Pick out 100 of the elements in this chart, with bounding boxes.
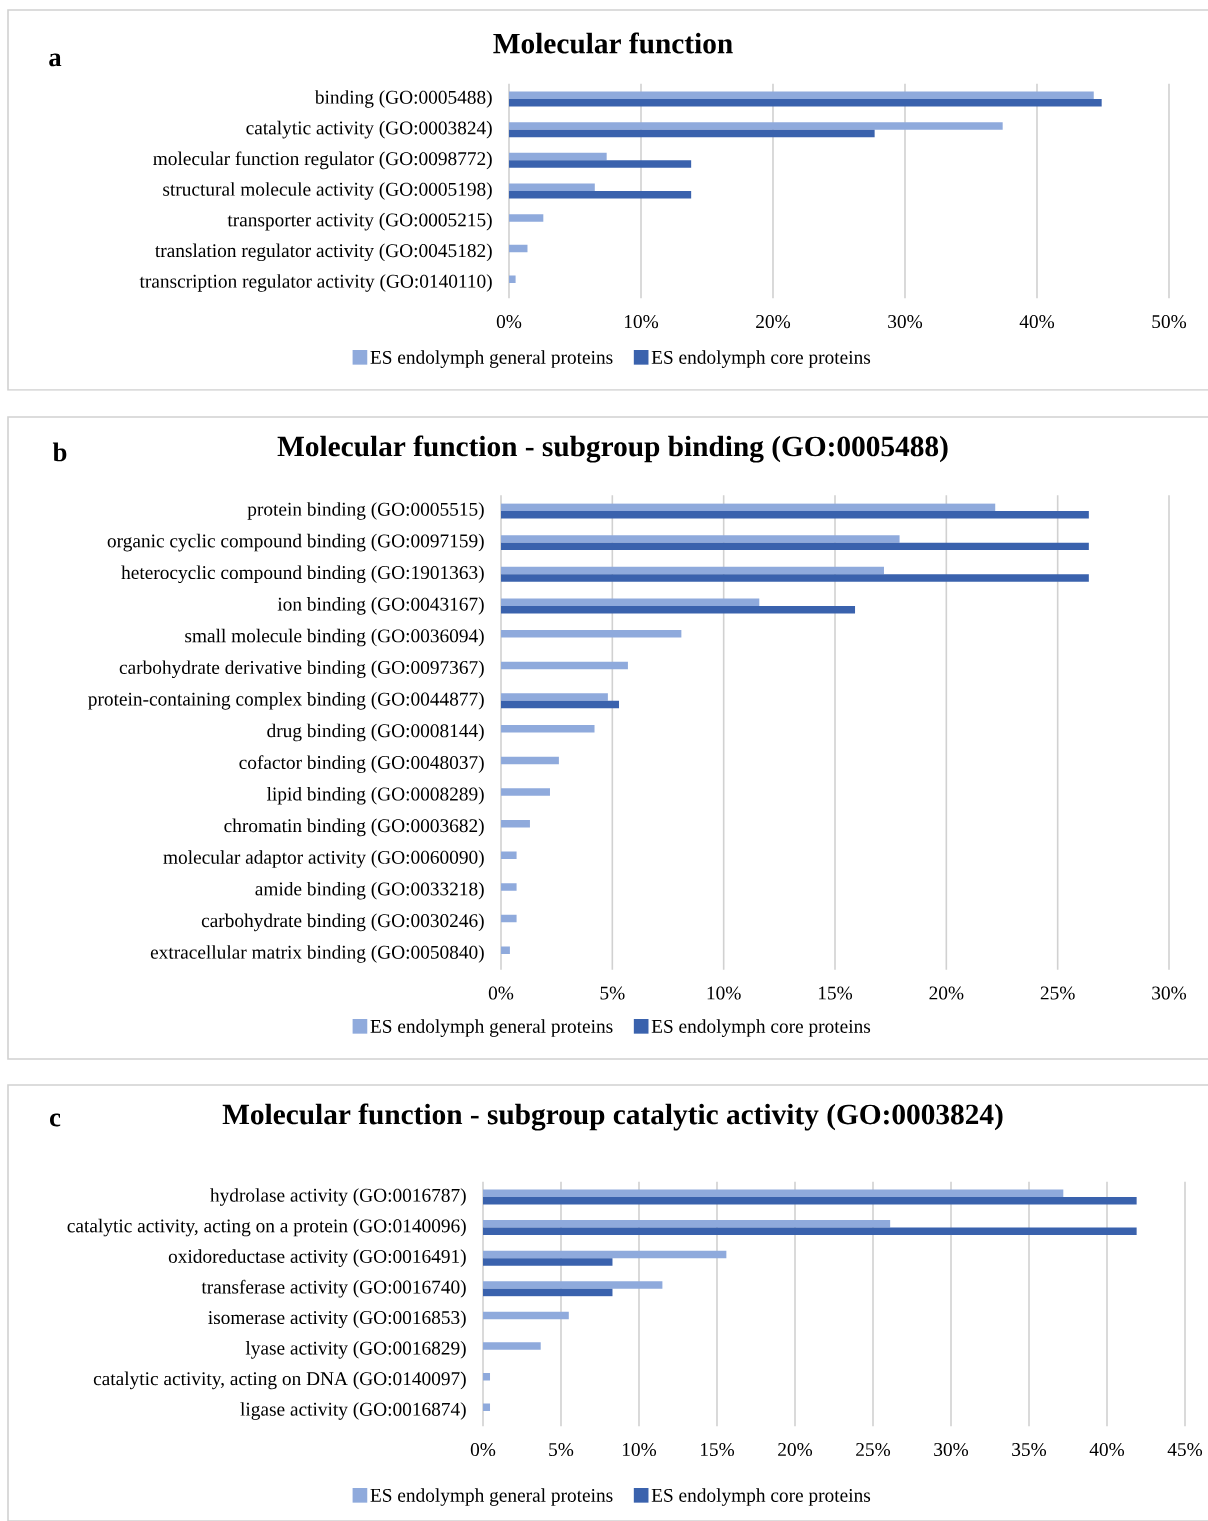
bar [483, 1227, 1137, 1236]
bar [501, 724, 595, 733]
bar [483, 1197, 1137, 1205]
y-tick-label: molecular function regulator (GO:0098772) [153, 151, 492, 170]
y-tick-label: catalytic activity, acting on DNA (GO:0140097) [93, 1371, 466, 1390]
bar [501, 946, 510, 954]
bar [483, 1189, 1064, 1197]
legend-label: ES endolymph core proteins [651, 350, 871, 368]
bar [483, 1311, 569, 1320]
bar [501, 630, 682, 638]
y-tick-label: ion binding (GO:0043167) [277, 597, 484, 615]
bar [501, 503, 996, 511]
text: a [49, 53, 62, 67]
y-tick-label: structural molecule activity (GO:0005198) [163, 182, 492, 200]
y-tick-label: carbohydrate derivative binding (GO:0097367) [119, 660, 484, 678]
bar [483, 1288, 613, 1297]
x-tick-label: 50% [1152, 315, 1187, 329]
x-tick-label: 15% [700, 1442, 735, 1457]
y-tick-label: extracellular matrix binding (GO:0050840) [150, 945, 484, 963]
bar [501, 542, 1089, 551]
y-tick-label: carbohydrate binding (GO:0030246) [201, 913, 484, 932]
x-tick-label: 5% [600, 986, 625, 1000]
bar [483, 1342, 541, 1350]
x-tick-label: 5% [549, 1442, 574, 1457]
legend-label: ES endolymph general proteins [370, 1019, 613, 1037]
y-tick-label: drug binding (GO:0008144) [267, 723, 484, 742]
y-tick-label: protein-containing complex binding (GO:0044877) [88, 692, 484, 710]
bar [483, 1258, 613, 1266]
legend-label: ES endolymph general proteins [370, 1488, 613, 1506]
y-tick-label: protein binding (GO:0005515) [247, 502, 484, 520]
x-tick-label: 40% [1019, 315, 1055, 329]
y-tick-label: catalytic activity, acting on a protein (GO:0140096) [67, 1218, 466, 1237]
x-tick-label: 30% [1152, 986, 1187, 1000]
bar [501, 693, 608, 701]
bar [501, 535, 900, 543]
y-tick-label: molecular adaptor activity (GO:0060090) [163, 850, 484, 868]
x-tick-label: 30% [934, 1442, 969, 1457]
bar [509, 129, 875, 138]
bar [483, 1372, 491, 1381]
x-tick-label: 30% [888, 315, 923, 329]
y-tick-label: lyase activity (GO:0016829) [245, 1341, 466, 1359]
chart-title: Molecular function - subgroup catalytic activity (GO:0003824) [222, 1103, 1003, 1131]
bar [501, 851, 517, 860]
bar [501, 756, 559, 765]
y-tick-label: chromatin binding (GO:0003682) [224, 818, 484, 837]
y-tick-label: transferase activity (GO:0016740) [201, 1279, 466, 1298]
bar [509, 160, 692, 168]
bar [501, 566, 884, 575]
x-tick-label: 0% [496, 315, 522, 329]
x-tick-label: 20% [756, 315, 791, 329]
chart-title: Molecular function - subgroup binding (GO:0005488) [277, 435, 948, 463]
text: c [50, 1113, 61, 1127]
legend-label: ES endolymph core proteins [651, 1488, 871, 1506]
bar [501, 510, 1089, 519]
bar [501, 605, 856, 614]
x-tick-label: 0% [488, 986, 514, 1000]
y-tick-label: ligase activity (GO:0016874) [240, 1402, 466, 1420]
y-tick-label: hydrolase activity (GO:0016787) [210, 1188, 466, 1206]
bar [501, 819, 530, 828]
legend-label: ES endolymph core proteins [651, 1019, 871, 1037]
bar [509, 244, 528, 253]
y-tick-label: cofactor binding (GO:0048037) [239, 755, 484, 774]
x-tick-label: 45% [1167, 1442, 1203, 1457]
chart-title: Molecular function [493, 32, 733, 54]
bar [483, 1220, 891, 1228]
y-tick-label: small molecule binding (GO:0036094) [185, 628, 484, 647]
text: b [52, 442, 67, 462]
x-tick-label: 40% [1089, 1442, 1125, 1457]
bar [509, 275, 516, 283]
bar [509, 152, 607, 161]
x-tick-label: 0% [470, 1442, 496, 1457]
bar [501, 700, 620, 709]
x-tick-label: 10% [624, 315, 659, 329]
y-tick-label: lipid binding (GO:0008289) [266, 786, 484, 805]
bar [501, 598, 760, 606]
x-tick-label: 10% [622, 1442, 657, 1457]
y-tick-label: transporter activity (GO:0005215) [227, 212, 492, 231]
x-tick-label: 20% [929, 986, 964, 1000]
legend-label: ES endolymph general proteins [370, 350, 613, 368]
bar [509, 122, 1003, 130]
y-tick-label: translation regulator activity (GO:0045182) [155, 243, 492, 262]
y-tick-label: binding (GO:0005488) [314, 90, 492, 108]
bar [501, 788, 550, 796]
x-tick-label: 20% [778, 1442, 813, 1457]
y-tick-label: catalytic activity (GO:0003824) [246, 120, 492, 139]
y-tick-label: oxidoreductase activity (GO:0016491) [168, 1249, 466, 1267]
x-tick-label: 25% [1040, 986, 1075, 1000]
bar [501, 914, 517, 923]
bar [509, 91, 1094, 99]
x-tick-label: 15% [818, 986, 853, 1000]
bar [483, 1403, 491, 1411]
bar [509, 98, 1102, 107]
bar [501, 574, 1089, 582]
x-tick-label: 35% [1012, 1442, 1047, 1457]
y-tick-label: transcription regulator activity (GO:0140110) [139, 274, 492, 292]
x-tick-label: 10% [707, 986, 741, 1000]
y-tick-label: isomerase activity (GO:0016853) [208, 1310, 466, 1329]
x-tick-label: 25% [856, 1442, 891, 1457]
y-tick-label: heterocyclic compound binding (GO:1901363) [121, 565, 484, 584]
bar [509, 214, 544, 222]
